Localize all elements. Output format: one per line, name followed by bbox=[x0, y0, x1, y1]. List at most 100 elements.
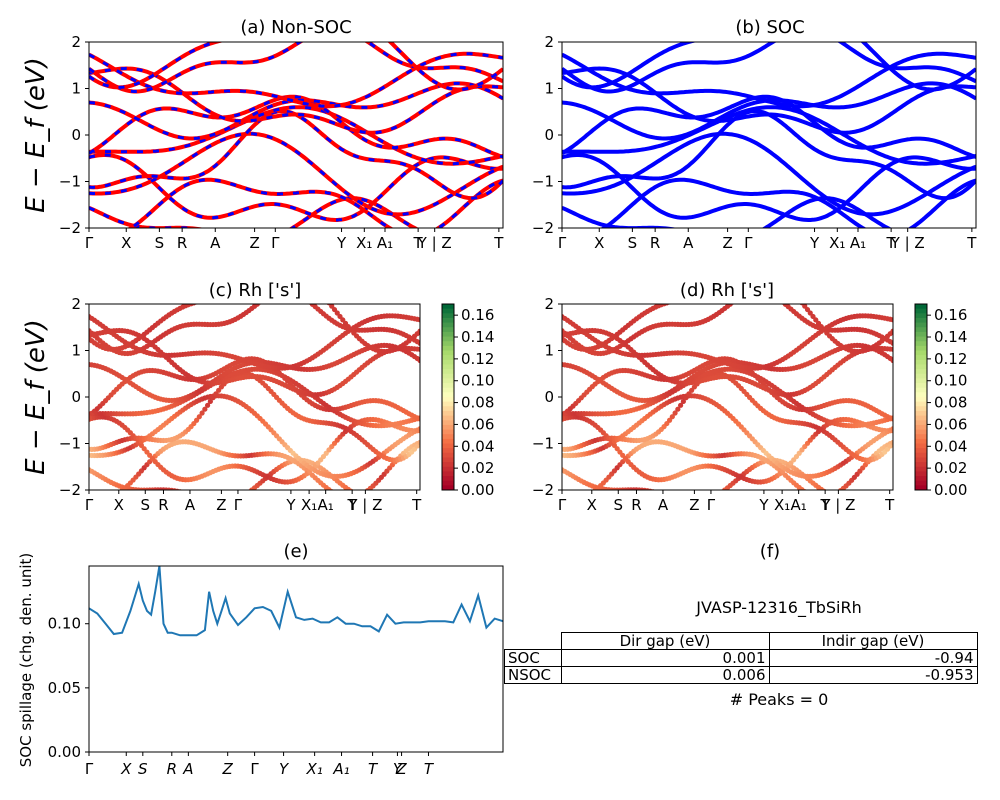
band-point bbox=[591, 489, 593, 490]
band-point bbox=[675, 406, 681, 412]
table-row: SOC 0.001 -0.94 bbox=[504, 649, 978, 667]
colorbar-tick-label: 0.10 bbox=[934, 372, 967, 390]
colorbar-segment bbox=[442, 462, 454, 468]
x-tick-label: X bbox=[594, 234, 604, 252]
band-point bbox=[304, 297, 309, 302]
colorbar-segment bbox=[915, 373, 927, 379]
table-header-row: Dir gap (eV) Indir gap (eV) bbox=[505, 632, 978, 650]
colorbar-segment bbox=[442, 359, 454, 365]
band-point bbox=[197, 495, 202, 500]
y-tick-label: −2 bbox=[532, 481, 554, 499]
band-point bbox=[780, 281, 785, 286]
colorbar-segment bbox=[915, 308, 927, 314]
x-tick-label: Y | Z bbox=[347, 496, 382, 514]
table-header-blank bbox=[505, 633, 562, 650]
band-point bbox=[417, 416, 420, 422]
band-line bbox=[89, 51, 503, 109]
band-point bbox=[202, 406, 208, 412]
band-point bbox=[783, 283, 788, 288]
band-point bbox=[334, 310, 340, 316]
x-tick-label: Y | Z bbox=[417, 234, 452, 252]
band-point bbox=[199, 410, 205, 416]
x-tick-label: S bbox=[138, 760, 148, 778]
band-point bbox=[686, 391, 692, 397]
band-point bbox=[277, 274, 282, 279]
band-point bbox=[670, 299, 675, 304]
x-tick-label: A₁ bbox=[318, 496, 334, 514]
band-point bbox=[786, 286, 791, 291]
colorbar-segment bbox=[915, 480, 927, 486]
band-point bbox=[337, 313, 343, 320]
x-tick-label: X bbox=[121, 234, 131, 252]
y-tick-label: −2 bbox=[532, 219, 554, 237]
colorbar-segment bbox=[915, 457, 927, 463]
colorbar-tick-label: 0.00 bbox=[934, 481, 967, 499]
band-point bbox=[766, 275, 771, 280]
band-point bbox=[683, 395, 689, 401]
x-tick-label: Y bbox=[393, 760, 404, 778]
colorbar-segment bbox=[915, 345, 927, 351]
colorbar-segment bbox=[442, 438, 454, 444]
colorbar-d: 0.16 0.14 0.12 0.10 0.08 0.06 0.04 0.02 0.00 bbox=[914, 303, 967, 499]
band-point bbox=[835, 490, 840, 495]
colorbar-segment bbox=[915, 466, 927, 472]
band-point bbox=[576, 496, 581, 501]
colorbar-segment bbox=[442, 350, 454, 356]
band-line bbox=[562, 94, 976, 159]
x-tick-label: A bbox=[185, 496, 196, 514]
band-point bbox=[100, 496, 105, 501]
band-point bbox=[670, 495, 675, 500]
x-tick-label: X bbox=[114, 496, 124, 514]
colorbar-segment bbox=[442, 457, 454, 463]
band-point bbox=[890, 440, 893, 446]
band-point bbox=[570, 495, 575, 500]
x-tick-label: Γ bbox=[85, 496, 94, 514]
band-point bbox=[821, 488, 827, 490]
band-point bbox=[890, 357, 893, 364]
cell-indir-gap: -0.953 bbox=[768, 666, 978, 684]
table-title: JVASP-12316_TbSiRh bbox=[696, 598, 862, 617]
x-tick-label: Γ bbox=[250, 760, 259, 778]
band-point bbox=[191, 304, 197, 306]
colorbar-segment bbox=[442, 308, 454, 314]
colorbar-tick-label: 0.08 bbox=[461, 394, 494, 412]
band-point bbox=[890, 416, 893, 422]
band-point bbox=[390, 495, 395, 500]
band-point bbox=[672, 410, 678, 416]
colorbar-segment bbox=[915, 327, 927, 333]
band-point bbox=[398, 493, 403, 498]
band-point bbox=[678, 497, 683, 502]
band-point bbox=[764, 274, 769, 279]
colorbar-segment bbox=[915, 364, 927, 370]
band-point bbox=[393, 494, 398, 499]
y-tick-label: 0.05 bbox=[48, 679, 81, 697]
band-point bbox=[417, 328, 420, 334]
x-tick-label: Y bbox=[809, 234, 820, 252]
x-tick-label: Y | Z bbox=[820, 496, 855, 514]
band-point bbox=[797, 297, 802, 302]
x-tick-label: Z bbox=[395, 760, 407, 778]
band-point bbox=[324, 297, 329, 302]
table-header-dir: Dir gap (eV) bbox=[560, 632, 770, 650]
band-point bbox=[401, 492, 406, 497]
colorbar-segment bbox=[442, 341, 454, 347]
x-tick-label: T bbox=[820, 496, 831, 514]
y-tick-label: 1 bbox=[544, 80, 554, 98]
x-tick-label: Γ bbox=[271, 234, 280, 252]
x-tick-label: A₁ bbox=[377, 234, 393, 252]
y-tick-label: 0 bbox=[71, 388, 81, 406]
band-point bbox=[291, 274, 296, 279]
band-point bbox=[210, 395, 216, 401]
colorbar-frame bbox=[441, 303, 455, 491]
row-label: SOC bbox=[504, 649, 562, 667]
x-tick-label: Z bbox=[216, 496, 226, 514]
band-point bbox=[199, 298, 204, 303]
x-tick-label: T bbox=[424, 760, 435, 778]
colorbar-segment bbox=[915, 434, 927, 440]
colorbar-segment bbox=[442, 466, 454, 472]
band-point bbox=[335, 492, 340, 497]
colorbar-segment bbox=[915, 443, 927, 449]
band-point bbox=[417, 317, 420, 323]
band-line-dash bbox=[89, 95, 503, 159]
